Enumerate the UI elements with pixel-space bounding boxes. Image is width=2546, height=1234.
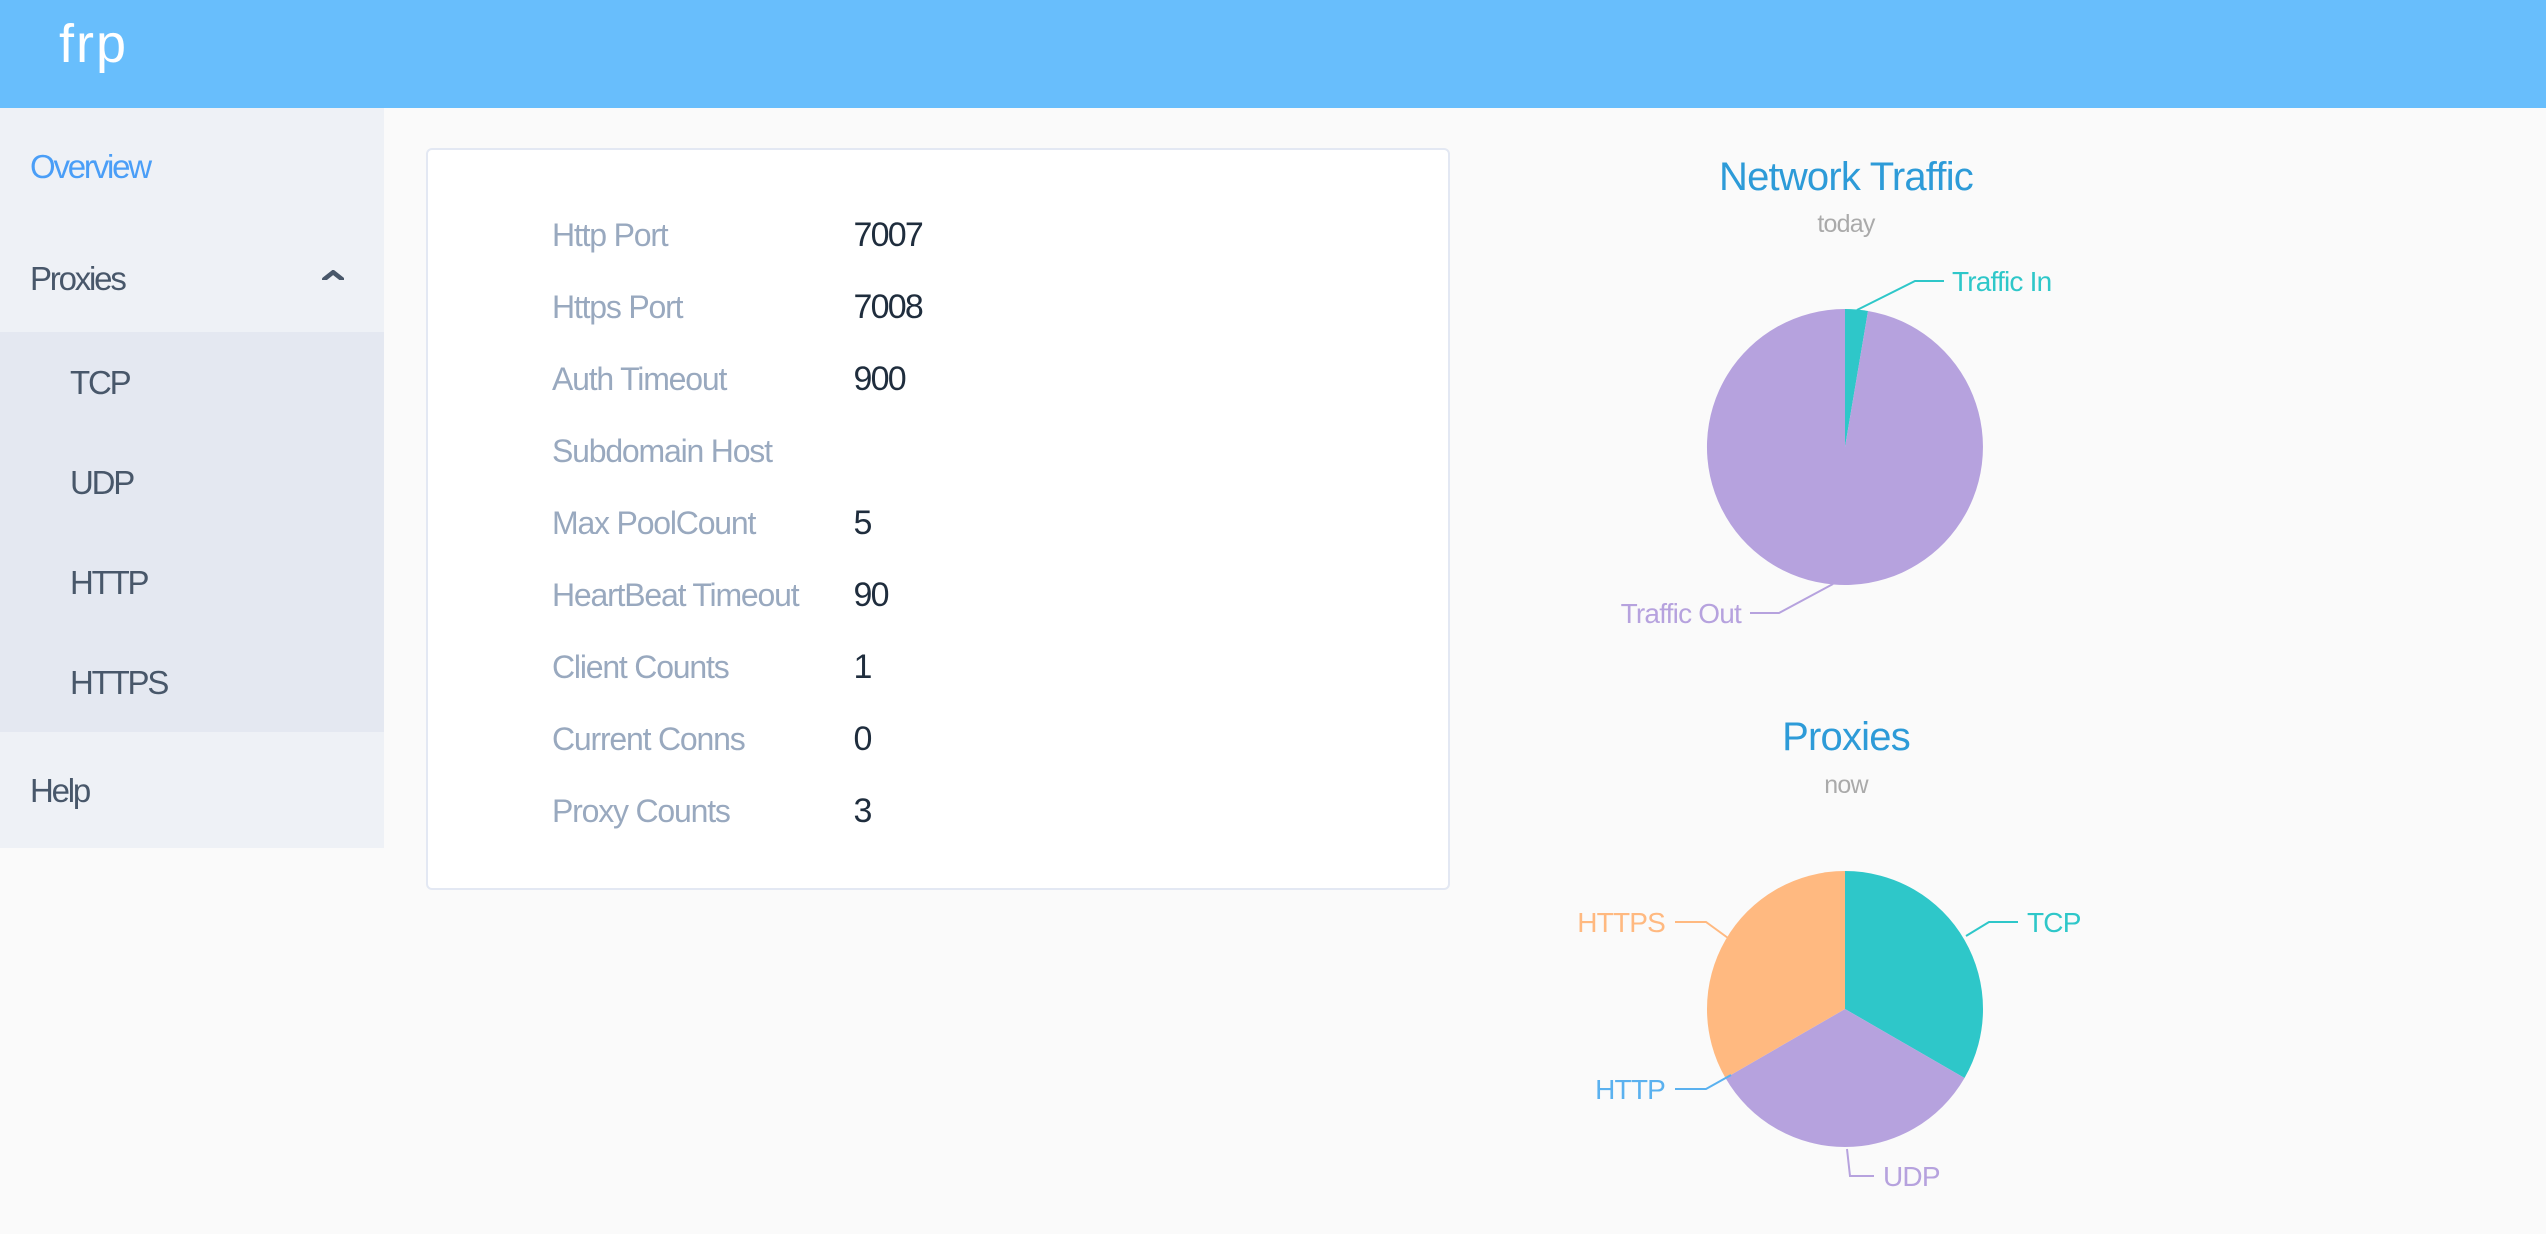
- svg-text:TCP: TCP: [2027, 907, 2081, 938]
- svg-text:Proxies: Proxies: [1782, 715, 1910, 759]
- svg-text:Network Traffic: Network Traffic: [1719, 155, 1973, 199]
- svg-text:Traffic Out: Traffic Out: [1621, 598, 1742, 629]
- svg-text:today: today: [1817, 210, 1875, 238]
- svg-text:UDP: UDP: [1883, 1161, 1940, 1192]
- svg-text:now: now: [1824, 771, 1869, 799]
- svg-text:HTTP: HTTP: [1595, 1074, 1665, 1105]
- svg-text:Traffic In: Traffic In: [1952, 266, 2051, 297]
- svg-text:HTTPS: HTTPS: [1577, 907, 1665, 938]
